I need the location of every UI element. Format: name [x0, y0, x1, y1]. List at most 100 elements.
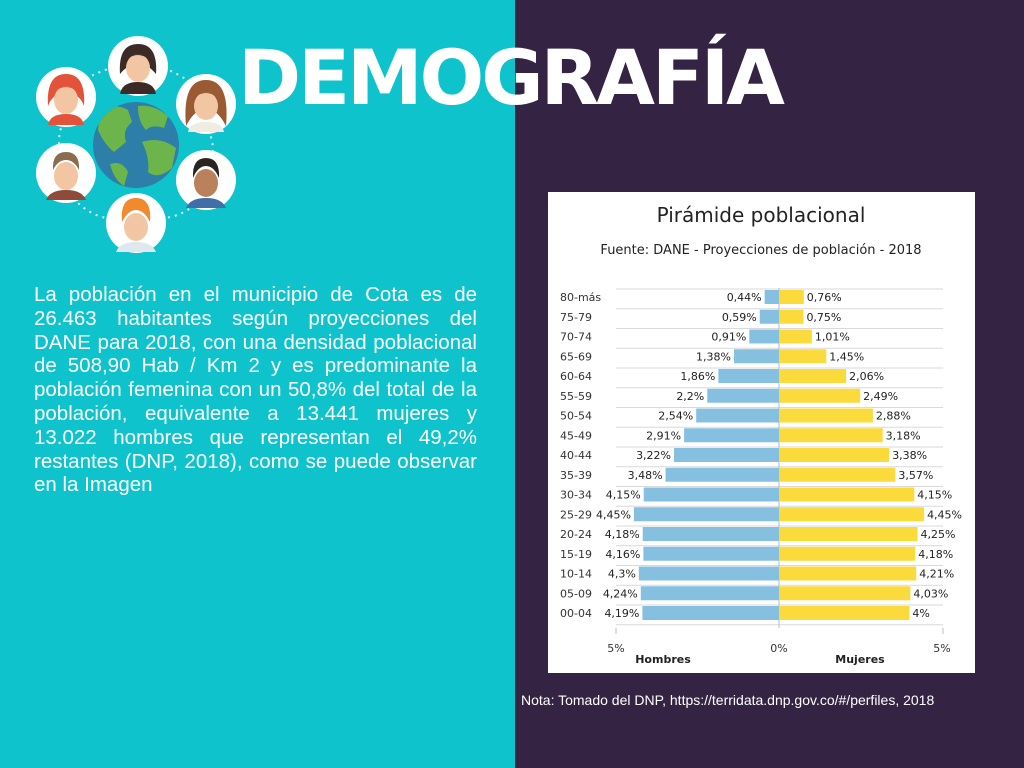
bar-label-mujeres: 2,06%: [849, 370, 884, 383]
bar-hombres: [674, 448, 779, 462]
page-title: DEMOGRAFÍA: [238, 33, 785, 122]
bar-label-hombres: 2,2%: [676, 390, 704, 403]
bar-label-mujeres: 2,88%: [876, 410, 911, 423]
bar-label-hombres: 1,38%: [696, 350, 731, 363]
bar-label-mujeres: 4%: [912, 607, 929, 620]
bar-label-hombres: 0,59%: [722, 311, 757, 324]
bar-hombres: [633, 507, 779, 522]
bar-label-hombres: 4,15%: [606, 489, 641, 502]
x-tick-label: 5%: [607, 642, 624, 655]
bar-hombres: [640, 586, 779, 601]
bar-hombres: [749, 329, 779, 344]
bar-label-hombres: 4,45%: [596, 508, 631, 521]
age-group-label: 25-29: [560, 508, 592, 521]
age-group-label: 40-44: [560, 449, 592, 462]
chart-title: Pirámide poblacional: [657, 203, 866, 227]
bar-label-mujeres: 1,01%: [815, 331, 850, 344]
chart-subtitle: Fuente: DANE - Proyecciones de población…: [600, 243, 921, 258]
series-label-hombres: Hombres: [635, 653, 691, 666]
bar-hombres: [696, 408, 779, 423]
age-group-label: 30-34: [560, 489, 592, 502]
bar-label-hombres: 4,24%: [603, 587, 638, 600]
bar-hombres: [707, 388, 779, 403]
bar-label-mujeres: 4,18%: [918, 548, 953, 561]
bar-label-mujeres: 4,15%: [917, 489, 952, 502]
bar-mujeres: [779, 487, 915, 502]
bar-mujeres: [779, 467, 896, 482]
bar-hombres: [638, 566, 779, 581]
bar-mujeres: [779, 329, 812, 344]
chart-grid: [615, 288, 944, 634]
people-network-illustration: [36, 36, 236, 253]
age-group-label: 65-69: [560, 350, 592, 363]
bar-label-hombres: 4,19%: [604, 607, 639, 620]
bar-label-mujeres: 4,25%: [921, 528, 956, 541]
bar-label-hombres: 1,86%: [680, 370, 715, 383]
age-group-label: 15-19: [560, 548, 592, 561]
bar-mujeres: [779, 428, 883, 443]
age-group-label: 10-14: [560, 568, 592, 581]
age-group-label: 00-04: [560, 607, 592, 620]
bar-label-hombres: 2,91%: [646, 429, 681, 442]
bar-hombres: [759, 309, 779, 324]
age-group-label: 80-más: [560, 291, 601, 304]
x-tick-label: 0%: [770, 642, 787, 655]
age-group-label: 45-49: [560, 429, 592, 442]
bar-hombres: [642, 527, 779, 541]
bar-hombres: [642, 606, 779, 620]
man-avatar-icon: [36, 143, 96, 203]
woman-avatar-icon: [176, 74, 236, 134]
bar-mujeres: [779, 448, 890, 462]
age-group-label: 50-54: [560, 410, 592, 423]
bar-hombres: [684, 428, 779, 443]
bar-mujeres: [779, 408, 873, 423]
age-group-label: 60-64: [560, 370, 592, 383]
series-label-mujeres: Mujeres: [835, 653, 885, 666]
bar-mujeres: [779, 566, 917, 581]
bar-hombres: [643, 487, 779, 502]
population-pyramid-chart: Pirámide poblacional Fuente: DANE - Proy…: [548, 192, 975, 673]
bar-label-hombres: 3,22%: [636, 449, 671, 462]
age-group-label: 70-74: [560, 331, 592, 344]
bar-label-hombres: 0,44%: [727, 291, 762, 304]
bar-label-mujeres: 4,03%: [913, 587, 948, 600]
bar-label-mujeres: 4,45%: [927, 508, 962, 521]
bar-hombres: [734, 349, 779, 364]
bar-label-hombres: 4,18%: [605, 528, 640, 541]
bar-label-hombres: 4,16%: [605, 548, 640, 561]
bar-mujeres: [779, 586, 911, 601]
source-note: Nota: Tomado del DNP, https://terridata.…: [521, 692, 935, 708]
bar-label-mujeres: 3,57%: [898, 469, 933, 482]
bar-hombres: [643, 546, 779, 561]
bar-hombres: [665, 467, 779, 482]
age-group-label: 05-09: [560, 587, 592, 600]
bar-hombres: [764, 290, 779, 304]
bar-hombres: [718, 369, 779, 383]
bar-label-mujeres: 3,18%: [886, 429, 921, 442]
x-tick-label: 5%: [933, 642, 950, 655]
woman-avatar-icon: [108, 36, 168, 96]
bar-label-mujeres: 1,45%: [829, 350, 864, 363]
bar-mujeres: [779, 388, 861, 403]
bar-label-mujeres: 0,76%: [807, 291, 842, 304]
description-paragraph: La población en el municipio de Cota es …: [34, 283, 477, 497]
chart-labels: 80-más 0,44% 0,76% 75-79 0,59% 0,75% 70-74 0,91…: [560, 291, 962, 666]
bar-label-mujeres: 4,21%: [919, 568, 954, 581]
bar-mujeres: [779, 546, 916, 561]
bar-label-hombres: 0,91%: [711, 331, 746, 344]
globe-icon: [93, 102, 179, 188]
left-panel: [0, 0, 515, 768]
pyramid-svg: Pirámide poblacional Fuente: DANE - Proy…: [560, 203, 962, 666]
age-group-label: 20-24: [560, 528, 592, 541]
bar-label-mujeres: 2,49%: [863, 390, 898, 403]
bar-mujeres: [779, 309, 804, 324]
man-avatar-icon: [176, 150, 236, 210]
bar-label-hombres: 2,54%: [658, 410, 693, 423]
bar-mujeres: [779, 349, 827, 364]
man-avatar-icon: [106, 193, 166, 253]
bar-mujeres: [779, 606, 910, 620]
bar-mujeres: [779, 527, 918, 541]
age-group-label: 55-59: [560, 390, 592, 403]
bar-mujeres: [779, 290, 804, 304]
woman-avatar-icon: [36, 67, 96, 127]
